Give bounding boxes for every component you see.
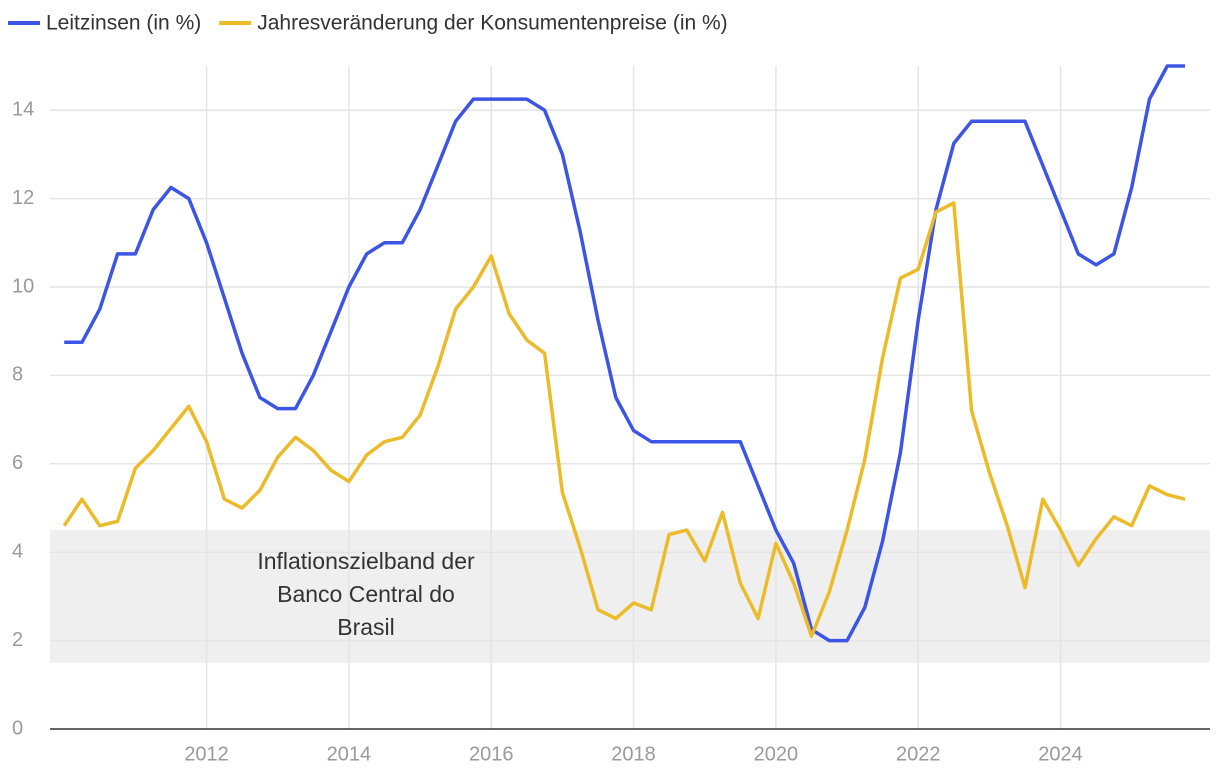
band-label: Inflationszielband der <box>257 548 475 574</box>
y-tick-label: 0 <box>12 717 23 739</box>
y-tick-label: 12 <box>12 187 34 209</box>
legend-label: Leitzinsen (in %) <box>46 12 201 35</box>
x-tick-label: 2020 <box>754 743 799 765</box>
y-tick-label: 6 <box>12 452 23 474</box>
x-tick-label: 2012 <box>184 743 229 765</box>
x-tick-label: 2022 <box>896 743 941 765</box>
series-line <box>62 201 1186 638</box>
x-tick-label: 2016 <box>469 743 514 765</box>
y-tick-label: 14 <box>12 98 34 120</box>
target-band <box>50 530 1210 663</box>
y-tick-label: 10 <box>12 275 34 297</box>
y-tick-label: 2 <box>12 629 23 651</box>
y-tick-label: 8 <box>12 364 23 386</box>
x-tick-label: 2024 <box>1038 743 1083 765</box>
series-line <box>64 64 1186 643</box>
x-tick-label: 2018 <box>611 743 656 765</box>
y-tick-label: 4 <box>12 540 23 562</box>
band-label: Banco Central do <box>277 581 455 607</box>
legend-label: Jahresveränderung der Konsumentenpreise … <box>257 12 727 35</box>
x-tick-label: 2014 <box>327 743 372 765</box>
band-label: Brasil <box>337 614 395 640</box>
